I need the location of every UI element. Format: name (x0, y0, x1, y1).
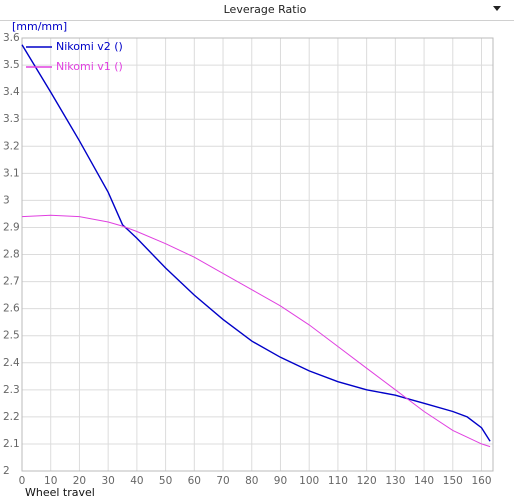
y-tick-label: 2.1 (3, 438, 20, 450)
y-tick-label: 2.3 (3, 384, 20, 396)
plot-frame (21, 37, 494, 472)
y-tick-label: 3.4 (3, 86, 20, 98)
y-tick-label: 2.8 (3, 249, 20, 261)
y-tick-label: 3.5 (3, 59, 20, 71)
x-tick-label: 50 (159, 475, 172, 487)
x-axis-label: Wheel travel (25, 486, 95, 499)
x-tick-label: 110 (328, 475, 348, 487)
legend-label: Nikomi v1 () (56, 60, 123, 73)
x-tick-label: 130 (385, 475, 405, 487)
y-tick-label: 2.4 (3, 357, 20, 369)
dropdown-arrow[interactable] (493, 6, 501, 11)
y-tick-label: 3.2 (3, 140, 20, 152)
x-tick-label: 80 (245, 475, 258, 487)
x-tick-label: 150 (443, 475, 463, 487)
x-tick-label: 100 (299, 475, 319, 487)
x-tick-label: 160 (471, 475, 491, 487)
y-tick-label: 2.7 (3, 276, 20, 288)
y-tick-label: 2.9 (3, 221, 20, 233)
y-tick-label: 3.3 (3, 113, 20, 125)
x-tick-label: 30 (101, 475, 114, 487)
y-tick-label: 2.2 (3, 411, 20, 423)
y-tick-label: 3 (3, 194, 10, 206)
y-tick-label: 3.1 (3, 167, 20, 179)
chart-title: Leverage Ratio (224, 3, 307, 16)
y-tick-label: 2.5 (3, 330, 20, 342)
series-line (21, 44, 491, 442)
legend-label: Nikomi v2 () (56, 40, 123, 53)
y-tick-label: 2.6 (3, 303, 20, 315)
y-tick-label: 2 (3, 465, 10, 477)
x-tick-label: 140 (414, 475, 434, 487)
x-tick-label: 120 (357, 475, 377, 487)
series-line (21, 214, 491, 448)
x-tick-label: 60 (188, 475, 201, 487)
y-tick-label: 3.6 (3, 32, 20, 44)
x-tick-label: 40 (130, 475, 143, 487)
y-axis-label: [mm/mm] (12, 20, 67, 33)
x-tick-label: 0 (19, 475, 26, 487)
x-tick-label: 10 (44, 475, 57, 487)
x-tick-label: 70 (216, 475, 229, 487)
x-tick-label: 20 (73, 475, 86, 487)
x-tick-label: 90 (274, 475, 287, 487)
